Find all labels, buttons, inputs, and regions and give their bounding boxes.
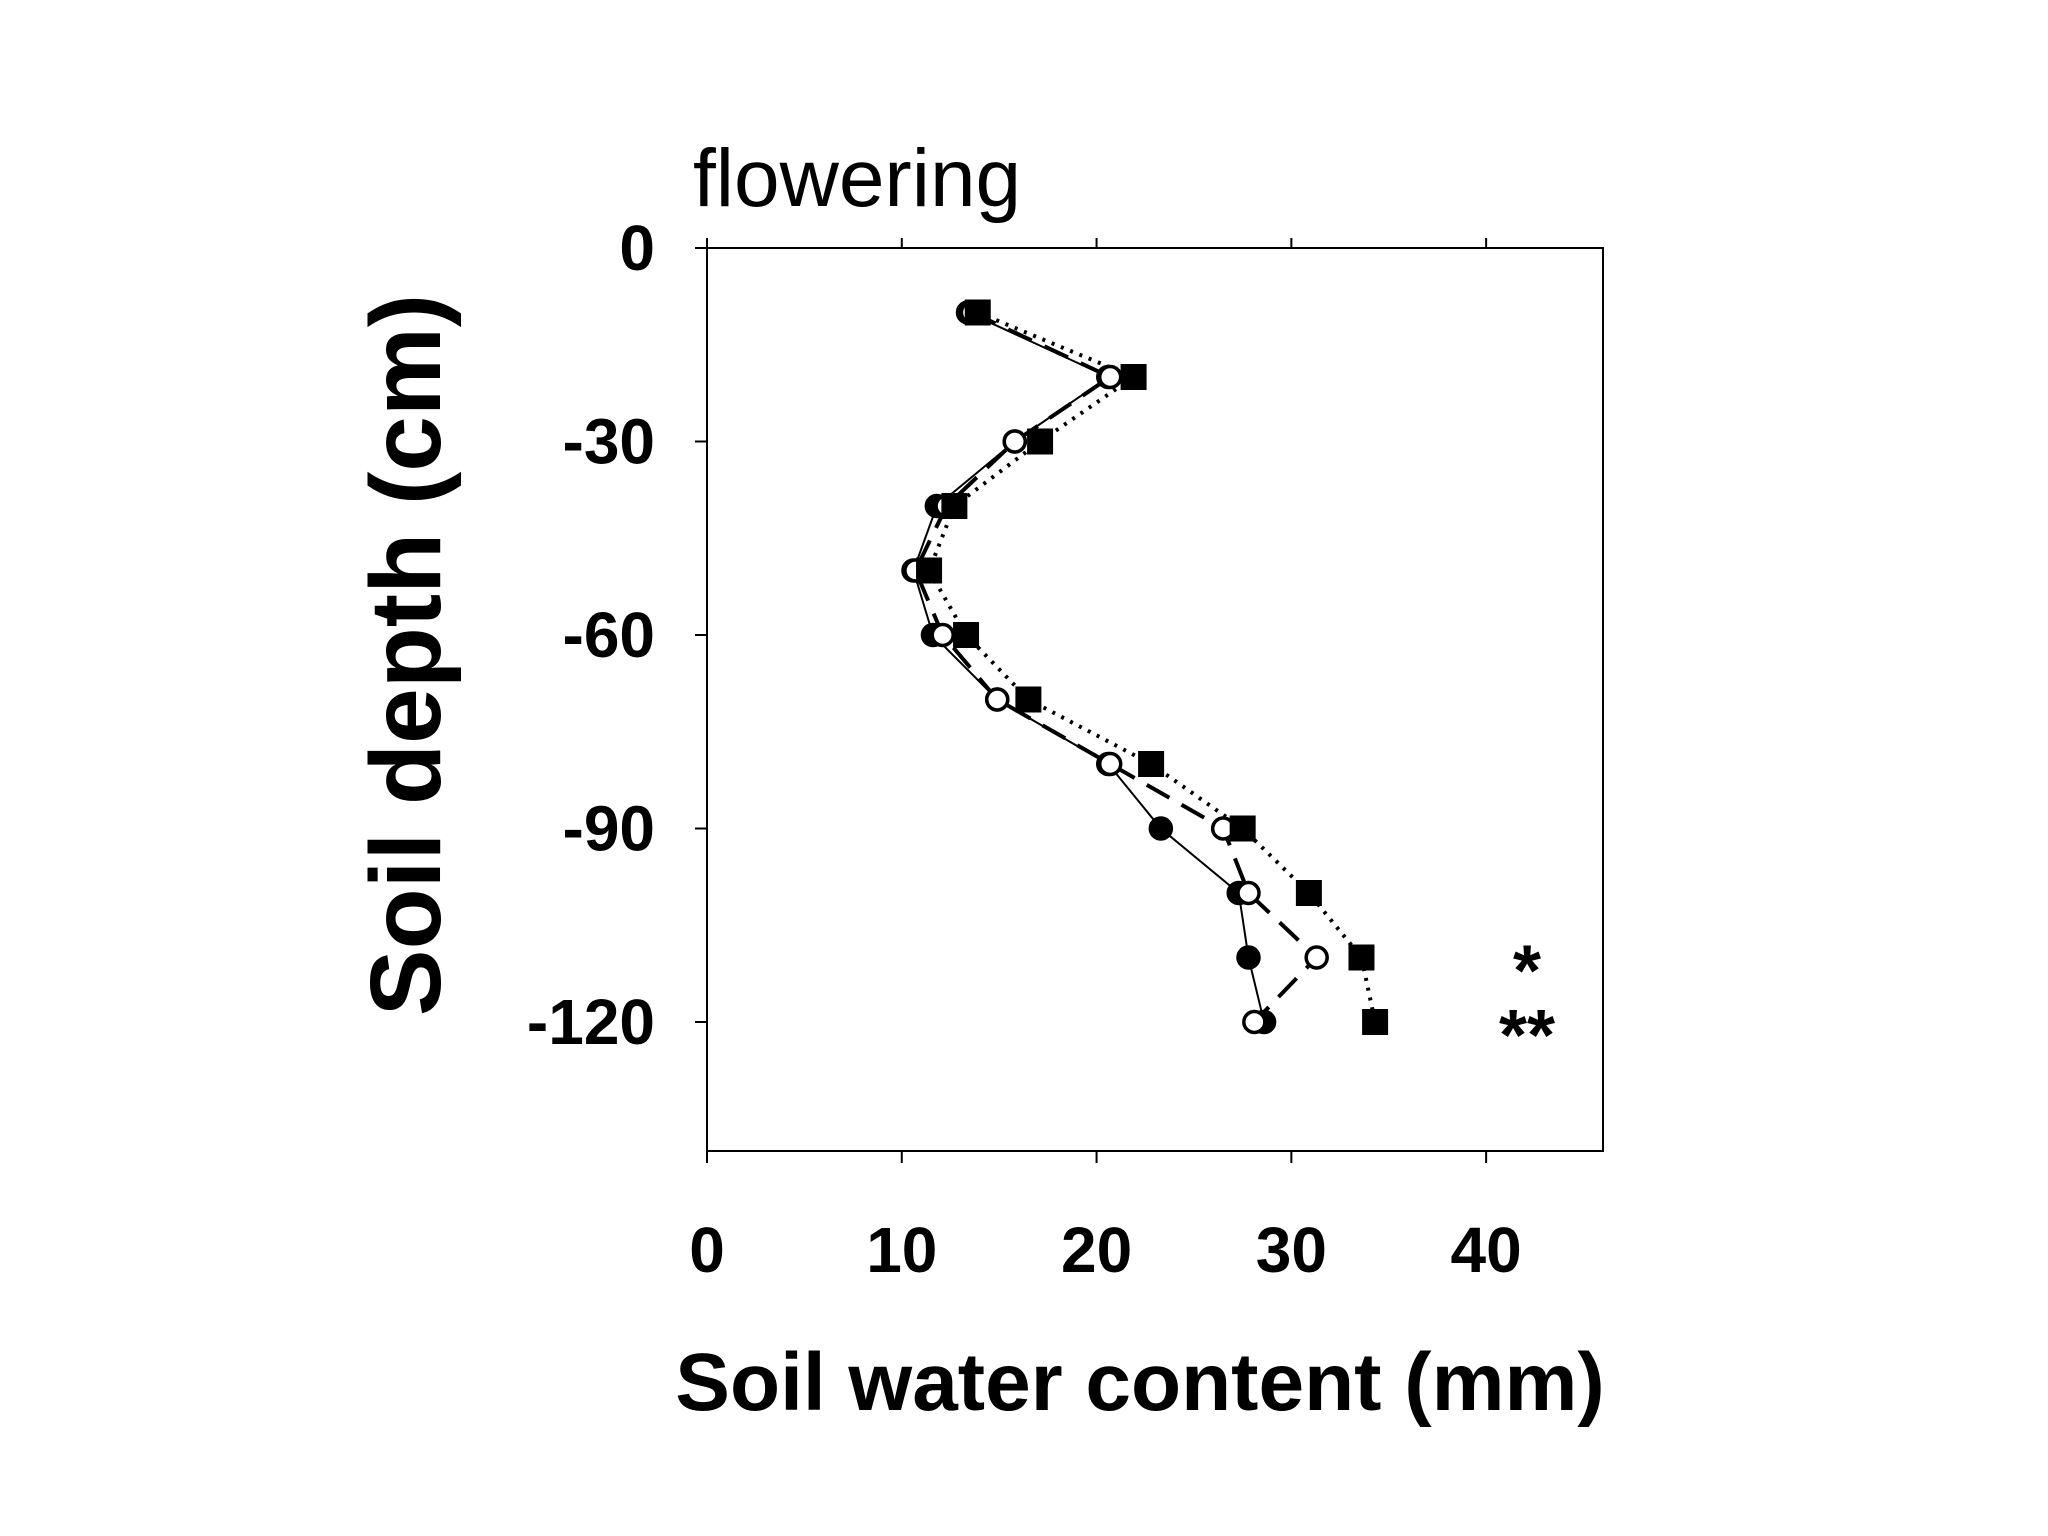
point <box>916 557 943 584</box>
point <box>1236 880 1261 906</box>
point <box>1097 364 1123 390</box>
chart-title: flowering <box>693 133 1021 224</box>
series-line <box>912 311 1266 1023</box>
y-tick-label: -60 <box>563 599 656 671</box>
point <box>1362 1009 1389 1035</box>
point <box>1148 816 1174 841</box>
x-tick-label: 20 <box>1061 1214 1132 1286</box>
point <box>1120 364 1147 390</box>
point <box>1348 944 1375 971</box>
annotation: ** <box>1499 996 1555 1076</box>
y-tick-label: -30 <box>563 406 656 478</box>
point <box>941 493 968 519</box>
x-tick-label: 10 <box>866 1214 937 1286</box>
x-tick-label: 0 <box>689 1214 725 1286</box>
point <box>964 299 991 326</box>
point <box>1304 945 1329 970</box>
point <box>1002 429 1028 454</box>
point <box>930 622 955 648</box>
series-line <box>913 310 1320 1024</box>
point <box>1015 686 1042 713</box>
point <box>1236 945 1261 970</box>
x-tick-label: 40 <box>1451 1214 1522 1286</box>
x-axis-title: Soil water content (mm) <box>675 1337 1604 1428</box>
plot-frame <box>706 247 1604 1152</box>
y-tick-label: -120 <box>527 986 655 1058</box>
point <box>1027 428 1054 455</box>
x-tick-label: 30 <box>1256 1214 1327 1286</box>
point <box>1295 880 1322 906</box>
point <box>1138 751 1165 777</box>
point <box>1242 1009 1267 1035</box>
y-tick-label: -90 <box>563 793 656 865</box>
point <box>984 687 1010 712</box>
point <box>1229 815 1256 842</box>
point <box>1097 751 1123 777</box>
y-tick-label: 0 <box>619 212 655 284</box>
annotation: * <box>1513 932 1541 1012</box>
series-line <box>926 310 1378 1023</box>
y-axis-title: Soil depth (cm) <box>350 294 462 1016</box>
point <box>953 622 980 648</box>
